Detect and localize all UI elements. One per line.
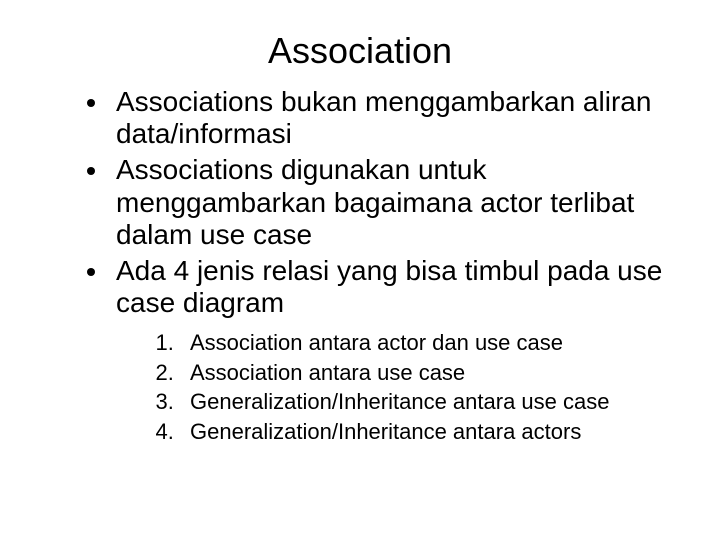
bullet-item: Associations bukan menggambarkan aliran …	[110, 86, 680, 150]
slide-title: Association	[40, 30, 680, 72]
bullet-item: Associations digunakan untuk menggambark…	[110, 154, 680, 251]
numbered-item: Association antara actor dan use case	[180, 329, 680, 357]
slide: Association Associations bukan menggamba…	[0, 0, 720, 540]
numbered-item: Association antara use case	[180, 359, 680, 387]
bullet-list: Associations bukan menggambarkan aliran …	[40, 86, 680, 319]
numbered-item: Generalization/Inheritance antara use ca…	[180, 388, 680, 416]
bullet-item: Ada 4 jenis relasi yang bisa timbul pada…	[110, 255, 680, 319]
numbered-item: Generalization/Inheritance antara actors	[180, 418, 680, 446]
numbered-list: Association antara actor dan use case As…	[40, 329, 680, 445]
